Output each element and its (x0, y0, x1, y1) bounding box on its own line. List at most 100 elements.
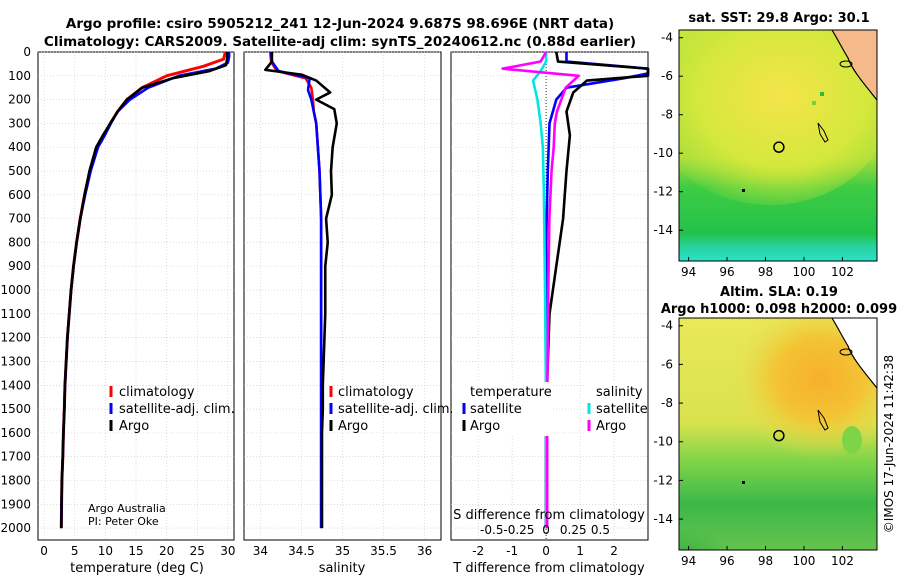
lat-tick-label: -14 (653, 512, 673, 526)
legend-satellite-label: satellite-adj. clim. (119, 402, 235, 417)
difference-legend: temperature satellite Argo salinity sate… (452, 382, 648, 436)
depth-tick-label: 300 (8, 116, 31, 130)
sst-float-mark (742, 189, 745, 192)
x-tick-label: 0 (542, 544, 550, 558)
lat-tick-label: -8 (661, 108, 673, 122)
lat-tick-label: -10 (653, 435, 673, 449)
depth-tick-label: 1700 (0, 450, 31, 464)
sla-map (679, 318, 877, 550)
depth-tick-label: 1900 (0, 497, 31, 511)
legend-bg-salinity (586, 382, 647, 436)
legend-temperature-title: temperature (470, 385, 552, 400)
difference-xlabel: T difference from climatology (452, 561, 645, 576)
salinity-legend: climatology satellite-adj. clim. Argo (329, 385, 454, 434)
s-legend-climatology-label: climatology (338, 385, 414, 400)
lon-tick-label: 102 (831, 554, 854, 568)
sla-argo-position (773, 429, 785, 442)
x-tick-label: 36 (417, 544, 432, 558)
x-tick-label: -1 (506, 544, 518, 558)
depth-tick-label: 1100 (0, 307, 31, 321)
figure-title-line1: Argo profile: csiro 5905212_241 12-Jun-2… (66, 16, 614, 32)
credit-line1: Argo Australia (88, 502, 166, 515)
lon-tick-label: 100 (792, 265, 815, 279)
lon-tick-label: 94 (681, 265, 696, 279)
x-tick-label: 1 (576, 544, 584, 558)
x-tick-label: 5 (71, 544, 79, 558)
imos-watermark: ©IMOS 17-Jun-2024 11:42:38 (882, 355, 896, 533)
sla-island-2 (839, 348, 853, 356)
s-legend-satellite-label: satellite-adj. clim. (338, 402, 454, 417)
lon-tick-label: 94 (681, 554, 696, 568)
depth-tick-label: 800 (8, 235, 31, 249)
x-tick-label: 35 (335, 544, 350, 558)
x-tick-label: 10 (98, 544, 113, 558)
legend-s-satellite-label: satellite (596, 402, 648, 417)
s-diff-tick-label: -0.5 (480, 523, 503, 537)
legend-t-satellite-label: satellite (470, 402, 522, 417)
sla-low (679, 460, 800, 550)
temperature-legend: climatology satellite-adj. clim. Argo (109, 385, 235, 434)
x-tick-label: 34 (253, 544, 268, 558)
sla-map-title-line1: Altim. SLA: 0.19 (720, 285, 838, 300)
lat-tick-label: -12 (653, 185, 673, 199)
x-tick-label: 0 (40, 544, 48, 558)
s-diff-tick-label: 0.5 (591, 523, 610, 537)
series-t-satellite (544, 52, 650, 529)
depth-tick-label: 1200 (0, 331, 31, 345)
sla-land (832, 318, 877, 388)
temperature-xlabel: temperature (deg C) (70, 561, 204, 576)
s-diff-tick-label: 0 (542, 523, 550, 537)
s-diff-tick-label: -0.25 (503, 523, 534, 537)
sla-patch (842, 426, 862, 454)
legend-t-argo-label: Argo (470, 419, 500, 434)
island-coast-1 (817, 122, 829, 143)
x-tick-label: -2 (472, 544, 484, 558)
sla-axes (678, 317, 878, 551)
depth-tick-label: 200 (8, 93, 31, 107)
lat-tick-label: -6 (661, 69, 673, 83)
sst-axes (678, 29, 878, 262)
series-s-satellite (531, 52, 548, 529)
sst-map (679, 30, 877, 261)
series-t-argo (544, 51, 650, 529)
sumatra-land (832, 30, 877, 100)
series-argo (264, 52, 339, 529)
legend-argo-label: Argo (119, 419, 149, 434)
depth-tick-label: 500 (8, 164, 31, 178)
figure-title-line2: Climatology: CARS2009. Satellite-adj cli… (44, 34, 636, 50)
difference-xlabel-top: S difference from climatology (453, 508, 645, 523)
lat-tick-label: -8 (661, 396, 673, 410)
credit-line2: PI: Peter Oke (88, 515, 159, 528)
sst-warm-pool (679, 30, 877, 205)
x-tick-label: 30 (220, 544, 235, 558)
sla-island-1 (817, 409, 829, 431)
legend-climatology-label: climatology (119, 385, 195, 400)
x-tick-label: 34.5 (288, 544, 315, 558)
x-tick-label: 20 (159, 544, 174, 558)
legend-salinity-title: salinity (596, 385, 643, 400)
depth-tick-label: 1300 (0, 354, 31, 368)
depth-tick-label: 600 (8, 188, 31, 202)
sla-map-title-line2: Argo h1000: 0.098 h2000: 0.099 (661, 302, 897, 317)
x-tick-label: 2 (610, 544, 618, 558)
s-diff-tick-label: 0.25 (560, 523, 587, 537)
depth-tick-label: 0 (23, 45, 31, 59)
depth-tick-label: 1800 (0, 473, 31, 487)
lat-tick-label: -4 (661, 31, 673, 45)
series-argo (59, 52, 229, 529)
legend-s-argo-label: Argo (596, 419, 626, 434)
series-s-argo (501, 51, 581, 529)
lat-tick-label: -12 (653, 473, 673, 487)
lon-tick-label: 96 (719, 554, 734, 568)
sst-argo-position (773, 141, 785, 153)
salinity-xlabel: salinity (319, 561, 366, 576)
lon-tick-label: 96 (719, 265, 734, 279)
lon-tick-label: 98 (758, 265, 773, 279)
sla-high (700, 318, 877, 490)
x-tick-label: 15 (128, 544, 143, 558)
depth-tick-label: 1000 (0, 283, 31, 297)
lon-tick-label: 98 (758, 554, 773, 568)
depth-tick-label: 100 (8, 69, 31, 83)
sst-map-title: sat. SST: 29.8 Argo: 30.1 (688, 11, 869, 26)
s-legend-argo-label: Argo (338, 419, 368, 434)
